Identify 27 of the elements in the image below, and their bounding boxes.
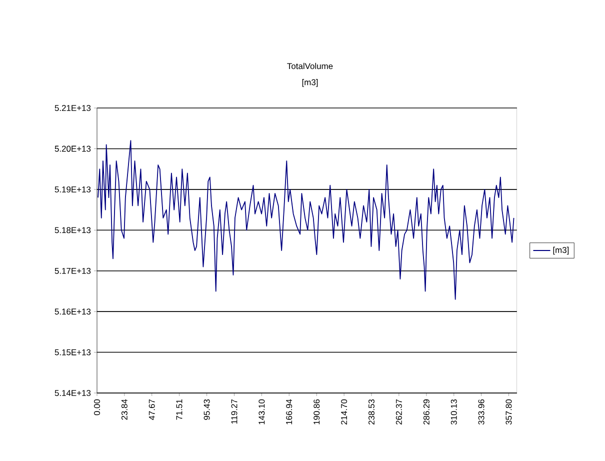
x-tick-label: 310.13 [450,399,457,425]
y-tick-label: 5.16E+13 [54,308,91,315]
y-tick-label: 5.18E+13 [54,227,91,234]
y-tick-label: 5.19E+13 [54,186,91,192]
y-tick-label: 5.15E+13 [54,349,91,356]
x-tick-label: 357.80 [506,399,512,425]
x-tick-label: 71.51 [176,399,182,420]
x-tick-label: 262.37 [396,399,402,424]
y-tick-label: 5.20E+13 [54,146,91,152]
y-tick-label: 5.14E+13 [54,390,91,396]
x-tick-label: 166.94 [286,399,292,424]
x-tick-label: 0.00 [94,399,100,416]
legend-label: [m3] [553,246,569,255]
chart-subtitle: [m3] [302,79,318,87]
x-tick-label: 333.96 [478,399,484,425]
x-tick-label: 286.29 [423,399,430,424]
x-tick-label: 190.86 [314,399,320,424]
x-tick-label: 23.84 [121,399,128,420]
x-tick-label: 238.53 [368,399,374,424]
x-tick-label: 143.10 [258,399,265,424]
y-tick-label: 5.17E+13 [54,268,91,274]
x-tick-label: 47.67 [148,399,155,420]
x-tick-label: 119.27 [231,399,238,424]
chart-title: TotalVolume [287,62,333,70]
x-tick-label: 95.43 [204,399,210,420]
x-tick-label: 214.70 [341,399,348,424]
y-tick-label: 5.21E+13 [54,105,91,111]
